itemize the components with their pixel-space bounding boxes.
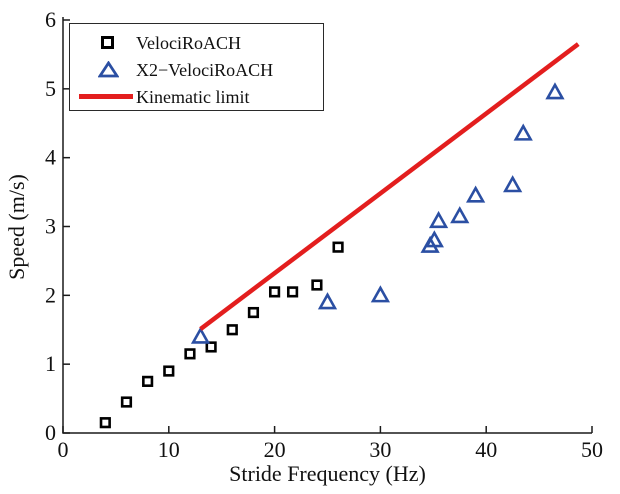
velociroach-marker xyxy=(205,341,217,353)
x2-velociroach-marker xyxy=(503,175,523,193)
x2-velociroach-marker xyxy=(545,82,565,100)
x2-velociroach-marker xyxy=(428,210,449,229)
x2-velociroach-marker xyxy=(317,292,338,310)
x2-velociroach-marker xyxy=(466,185,486,203)
legend-entry-kinematic-limit: Kinematic limit xyxy=(70,83,323,110)
legend-marker-cell xyxy=(70,61,136,78)
x2-velociroach-marker xyxy=(424,230,444,248)
velociroach-marker xyxy=(99,417,111,429)
square-marker-icon xyxy=(101,36,114,49)
legend-entry-x2-velociroach: X2−VelociRoACH xyxy=(70,56,323,83)
line-marker-icon xyxy=(79,94,133,99)
x-tick-label: 10 xyxy=(158,437,180,462)
velociroach-marker xyxy=(268,286,281,298)
velociroach-marker xyxy=(142,375,154,387)
y-axis-title: Speed (m/s) xyxy=(4,174,29,280)
x2-velociroach-marker xyxy=(190,326,211,344)
velociroach-marker xyxy=(247,306,260,319)
legend-marker-cell xyxy=(70,36,136,49)
x2-velociroach-marker xyxy=(450,206,470,224)
velociroach-marker xyxy=(311,279,323,291)
legend-label: VelociRoACH xyxy=(136,32,241,53)
velociroach-marker xyxy=(163,365,175,377)
legend-label: Kinematic limit xyxy=(136,86,250,107)
y-tick-label: 1 xyxy=(45,351,56,376)
y-tick-label: 5 xyxy=(45,76,56,101)
x2-velociroach-marker xyxy=(513,123,533,141)
y-tick-label: 2 xyxy=(45,282,56,307)
legend-marker-cell xyxy=(70,94,136,99)
x-tick-label: 30 xyxy=(369,437,391,462)
velociroach-marker xyxy=(332,241,344,253)
y-tick-label: 6 xyxy=(45,7,56,32)
velociroach-marker xyxy=(286,286,299,298)
x-tick-label: 20 xyxy=(264,437,286,462)
legend-entry-velociroach: VelociRoACH xyxy=(70,29,323,56)
velociroach-marker xyxy=(226,324,238,336)
kinematic-limit-line xyxy=(199,42,580,331)
y-tick-label: 4 xyxy=(45,145,56,170)
x-tick-label: 40 xyxy=(475,437,497,462)
velociroach-marker xyxy=(184,348,196,360)
triangle-marker-icon xyxy=(98,61,119,78)
y-tick-label: 0 xyxy=(45,420,56,445)
x2-velociroach-marker xyxy=(370,285,391,303)
x-tick-label: 50 xyxy=(581,437,603,462)
legend-label: X2−VelociRoACH xyxy=(136,59,274,80)
y-tick-label: 3 xyxy=(45,214,56,239)
x-tick-label: 0 xyxy=(58,437,69,462)
legend: VelociRoACH X2−VelociRoACH Kinematic lim… xyxy=(69,23,324,111)
x-axis-title: Stride Frequency (Hz) xyxy=(229,461,426,486)
velociroach-marker xyxy=(120,396,133,408)
